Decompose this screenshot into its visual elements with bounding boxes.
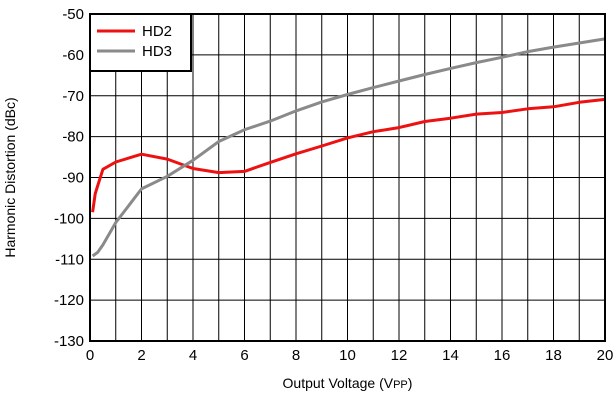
y-axis-title: Harmonic Distortion (dBc) [2,97,18,257]
x-tick-label: 10 [339,347,356,364]
series-line-hd2 [91,97,606,213]
x-tick-label: 18 [545,347,562,364]
y-tick-label: -110 [55,251,84,268]
x-axis-title-main: Output Voltage (V [283,375,394,391]
x-tick-label: 0 [86,347,94,364]
y-tick-label: -50 [62,6,84,23]
x-axis-title-close: ) [408,375,413,391]
legend: HD2 HD3 [89,13,192,72]
legend-box [89,13,192,72]
y-tick-label: -60 [62,47,84,64]
series-layer [91,37,606,258]
x-tick-label: 2 [137,347,145,364]
x-axis-title-subscript: PP [393,379,408,391]
y-tick-label: -100 [54,210,84,227]
series-line-hd3 [91,37,606,258]
x-tick-label: 6 [240,347,248,364]
x-tick-label: 16 [494,347,511,364]
legend-label-hd3: HD3 [142,43,172,60]
x-tick-label: 8 [292,347,300,364]
y-tick-label: -70 [62,88,84,105]
tick-labels: 0 2 4 6 8 10 12 14 16 18 20 -50 -60 -70 -80 -90 -100 -110… [54,6,613,364]
y-tick-label: -130 [54,333,84,350]
x-tick-label: 4 [189,347,197,364]
x-tick-label: 20 [597,347,614,364]
legend-label-hd2: HD2 [142,23,172,40]
x-tick-label: 14 [442,347,459,364]
x-axis-title: Output Voltage (VPP) [283,375,413,391]
y-tick-label: -80 [62,129,84,146]
y-tick-label: -90 [62,170,84,187]
x-tick-label: 12 [391,347,408,364]
y-tick-label: -120 [54,292,84,309]
plot-frame [89,13,606,342]
